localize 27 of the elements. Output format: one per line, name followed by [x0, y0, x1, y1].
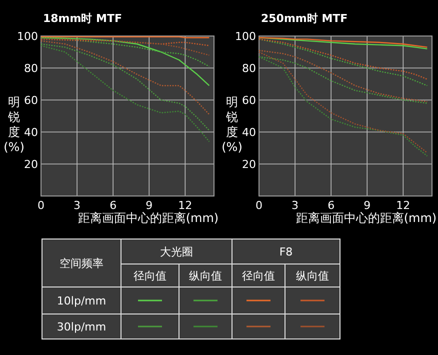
x-tick-label: 12: [178, 199, 192, 212]
x-tick-label: 6: [110, 199, 117, 212]
y-tick-label: 60: [24, 94, 38, 107]
y-tick-label: 20: [24, 158, 38, 171]
x-tick-label: 6: [328, 199, 335, 212]
x-axis-title: 距离画面中心的距离(mm): [296, 211, 437, 225]
legend-table: 空间频率 大光圈 F8 径向值 纵向值 径向值 纵向值 10lp/mm 30lp/mm: [42, 238, 340, 340]
x-tick-label: 3: [292, 199, 299, 212]
x-tick-label: 9: [146, 199, 153, 212]
y-tick-label: 100: [235, 30, 256, 43]
x-axis-title: 距离画面中心的距离(mm): [78, 211, 219, 225]
y-tick-label: 40: [242, 126, 256, 139]
chart-title: 250mm时 MTF: [261, 12, 348, 25]
y-tick-label: 100: [17, 30, 38, 43]
y-tick-label: 60: [242, 94, 256, 107]
y-tick-label: 80: [24, 62, 38, 75]
chart-title: 18mm时 MTF: [43, 12, 122, 25]
x-tick-label: 3: [74, 199, 81, 212]
y-axis-title: 明锐度(%): [4, 95, 24, 154]
y-tick-label: 20: [242, 158, 256, 171]
x-tick-label: 9: [364, 199, 371, 212]
y-tick-label: 40: [24, 126, 38, 139]
y-tick-label: 80: [242, 62, 256, 75]
x-tick-label: 12: [396, 199, 410, 212]
y-axis-title: 明锐度(%): [222, 95, 242, 154]
x-tick-label: 0: [38, 199, 44, 212]
x-tick-label: 0: [256, 199, 262, 212]
